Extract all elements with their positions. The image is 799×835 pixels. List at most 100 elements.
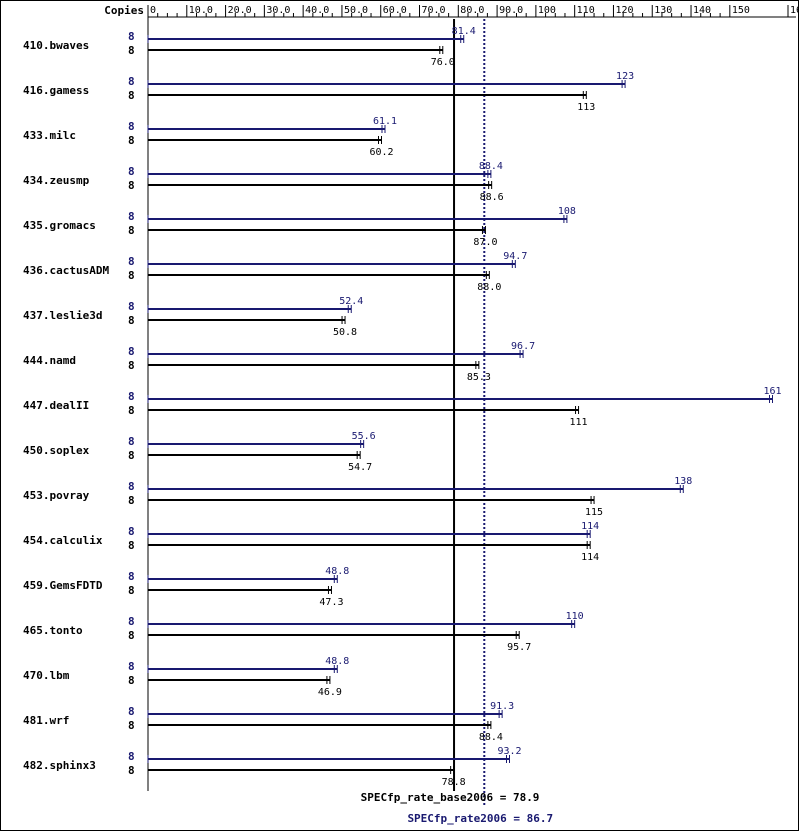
benchmark-label: 436.cactusADM: [23, 264, 109, 277]
x-tick-label: 110: [577, 5, 595, 16]
peak-copies-label: 8: [128, 120, 135, 133]
benchmark-label: 453.povray: [23, 489, 90, 502]
benchmark-label: 444.namd: [23, 354, 76, 367]
peak-value-label: 48.8: [325, 566, 349, 577]
x-tick-label: 40.0: [305, 5, 329, 16]
peak-value-label: 96.7: [511, 341, 535, 352]
x-tick-label: 60.0: [383, 5, 407, 16]
base-value-label: 50.8: [333, 327, 357, 338]
peak-copies-label: 8: [128, 30, 135, 43]
peak-value-label: 123: [616, 71, 634, 82]
base-copies-label: 8: [128, 764, 135, 777]
peak-copies-label: 8: [128, 570, 135, 583]
benchmark-label: 470.lbm: [23, 669, 70, 682]
x-tick-label: 150: [732, 5, 750, 16]
x-tick-label: 130: [654, 5, 672, 16]
peak-copies-label: 8: [128, 300, 135, 313]
peak-value-label: 93.2: [497, 746, 521, 757]
base-value-label: 95.7: [507, 642, 531, 653]
peak-value-label: 161: [763, 386, 781, 397]
base-value-label: 88.4: [479, 732, 503, 743]
base-value-label: 76.0: [431, 57, 455, 68]
base-copies-label: 8: [128, 629, 135, 642]
base-copies-label: 8: [128, 584, 135, 597]
base-value-label: 88.0: [477, 282, 501, 293]
base-value-label: 87.0: [473, 237, 497, 248]
base-value-label: 46.9: [318, 687, 342, 698]
benchmark-label: 454.calculix: [23, 534, 103, 547]
benchmark-label: 447.dealII: [23, 399, 89, 412]
x-tick-label: 140: [693, 5, 711, 16]
peak-copies-label: 8: [128, 750, 135, 763]
peak-value-label: 91.3: [490, 701, 514, 712]
base-copies-label: 8: [128, 449, 135, 462]
benchmark-label: 410.bwaves: [23, 39, 89, 52]
x-tick-label: 30.0: [266, 5, 290, 16]
x-tick-label: 100: [538, 5, 556, 16]
peak-value-label: 88.4: [479, 161, 503, 172]
peak-value-label: 138: [674, 476, 692, 487]
peak-value-label: 52.4: [339, 296, 363, 307]
peak-value-label: 94.7: [503, 251, 527, 262]
peak-copies-label: 8: [128, 435, 135, 448]
base-value-label: 60.2: [369, 147, 393, 158]
benchmark-label: 416.gamess: [23, 84, 89, 97]
base-value-label: 85.3: [467, 372, 491, 383]
peak-value-label: 81.4: [452, 26, 476, 37]
peak-copies-label: 8: [128, 390, 135, 403]
peak-copies-label: 8: [128, 345, 135, 358]
peak-value-label: 114: [581, 521, 599, 532]
peak-copies-label: 8: [128, 705, 135, 718]
base-value-label: 111: [570, 417, 588, 428]
peak-copies-label: 8: [128, 165, 135, 178]
peak-value-label: 108: [558, 206, 576, 217]
peak-value-label: 61.1: [373, 116, 397, 127]
base-copies-label: 8: [128, 359, 135, 372]
peak-copies-label: 8: [128, 615, 135, 628]
x-tick-label: 80.0: [460, 5, 484, 16]
x-tick-label: 165: [790, 5, 798, 16]
base-copies-label: 8: [128, 89, 135, 102]
peak-value-label: 55.6: [352, 431, 376, 442]
benchmark-label: 459.GemsFDTD: [23, 579, 103, 592]
base-value-label: 88.6: [480, 192, 504, 203]
base-reference-label: SPECfp_rate_base2006 = 78.9: [361, 791, 540, 804]
benchmark-label: 433.milc: [23, 129, 76, 142]
base-copies-label: 8: [128, 134, 135, 147]
x-tick-label: 0: [150, 5, 156, 16]
peak-copies-label: 8: [128, 660, 135, 673]
x-tick-label: 10.0: [189, 5, 213, 16]
base-copies-label: 8: [128, 674, 135, 687]
base-copies-label: 8: [128, 719, 135, 732]
copies-axis-label: Copies: [104, 4, 144, 17]
base-value-label: 78.8: [442, 777, 466, 788]
x-tick-label: 70.0: [422, 5, 446, 16]
peak-value-label: 48.8: [325, 656, 349, 667]
benchmark-label: 437.leslie3d: [23, 309, 102, 322]
base-value-label: 113: [577, 102, 595, 113]
base-value-label: 54.7: [348, 462, 372, 473]
base-copies-label: 8: [128, 539, 135, 552]
peak-copies-label: 8: [128, 480, 135, 493]
x-tick-label: 20.0: [228, 5, 252, 16]
base-value-label: 115: [585, 507, 603, 518]
base-copies-label: 8: [128, 179, 135, 192]
base-copies-label: 8: [128, 269, 135, 282]
base-copies-label: 8: [128, 44, 135, 57]
x-tick-label: 90.0: [499, 5, 523, 16]
x-tick-label: 50.0: [344, 5, 368, 16]
base-value-label: 47.3: [319, 597, 343, 608]
benchmark-label: 435.gromacs: [23, 219, 96, 232]
benchmark-label: 482.sphinx3: [23, 759, 96, 772]
benchmark-label: 434.zeusmp: [23, 174, 90, 187]
base-copies-label: 8: [128, 494, 135, 507]
peak-reference-label: SPECfp_rate2006 = 86.7: [407, 812, 553, 825]
peak-copies-label: 8: [128, 255, 135, 268]
peak-copies-label: 8: [128, 210, 135, 223]
base-copies-label: 8: [128, 404, 135, 417]
benchmark-label: 465.tonto: [23, 624, 83, 637]
peak-copies-label: 8: [128, 75, 135, 88]
x-tick-label: 120: [615, 5, 633, 16]
